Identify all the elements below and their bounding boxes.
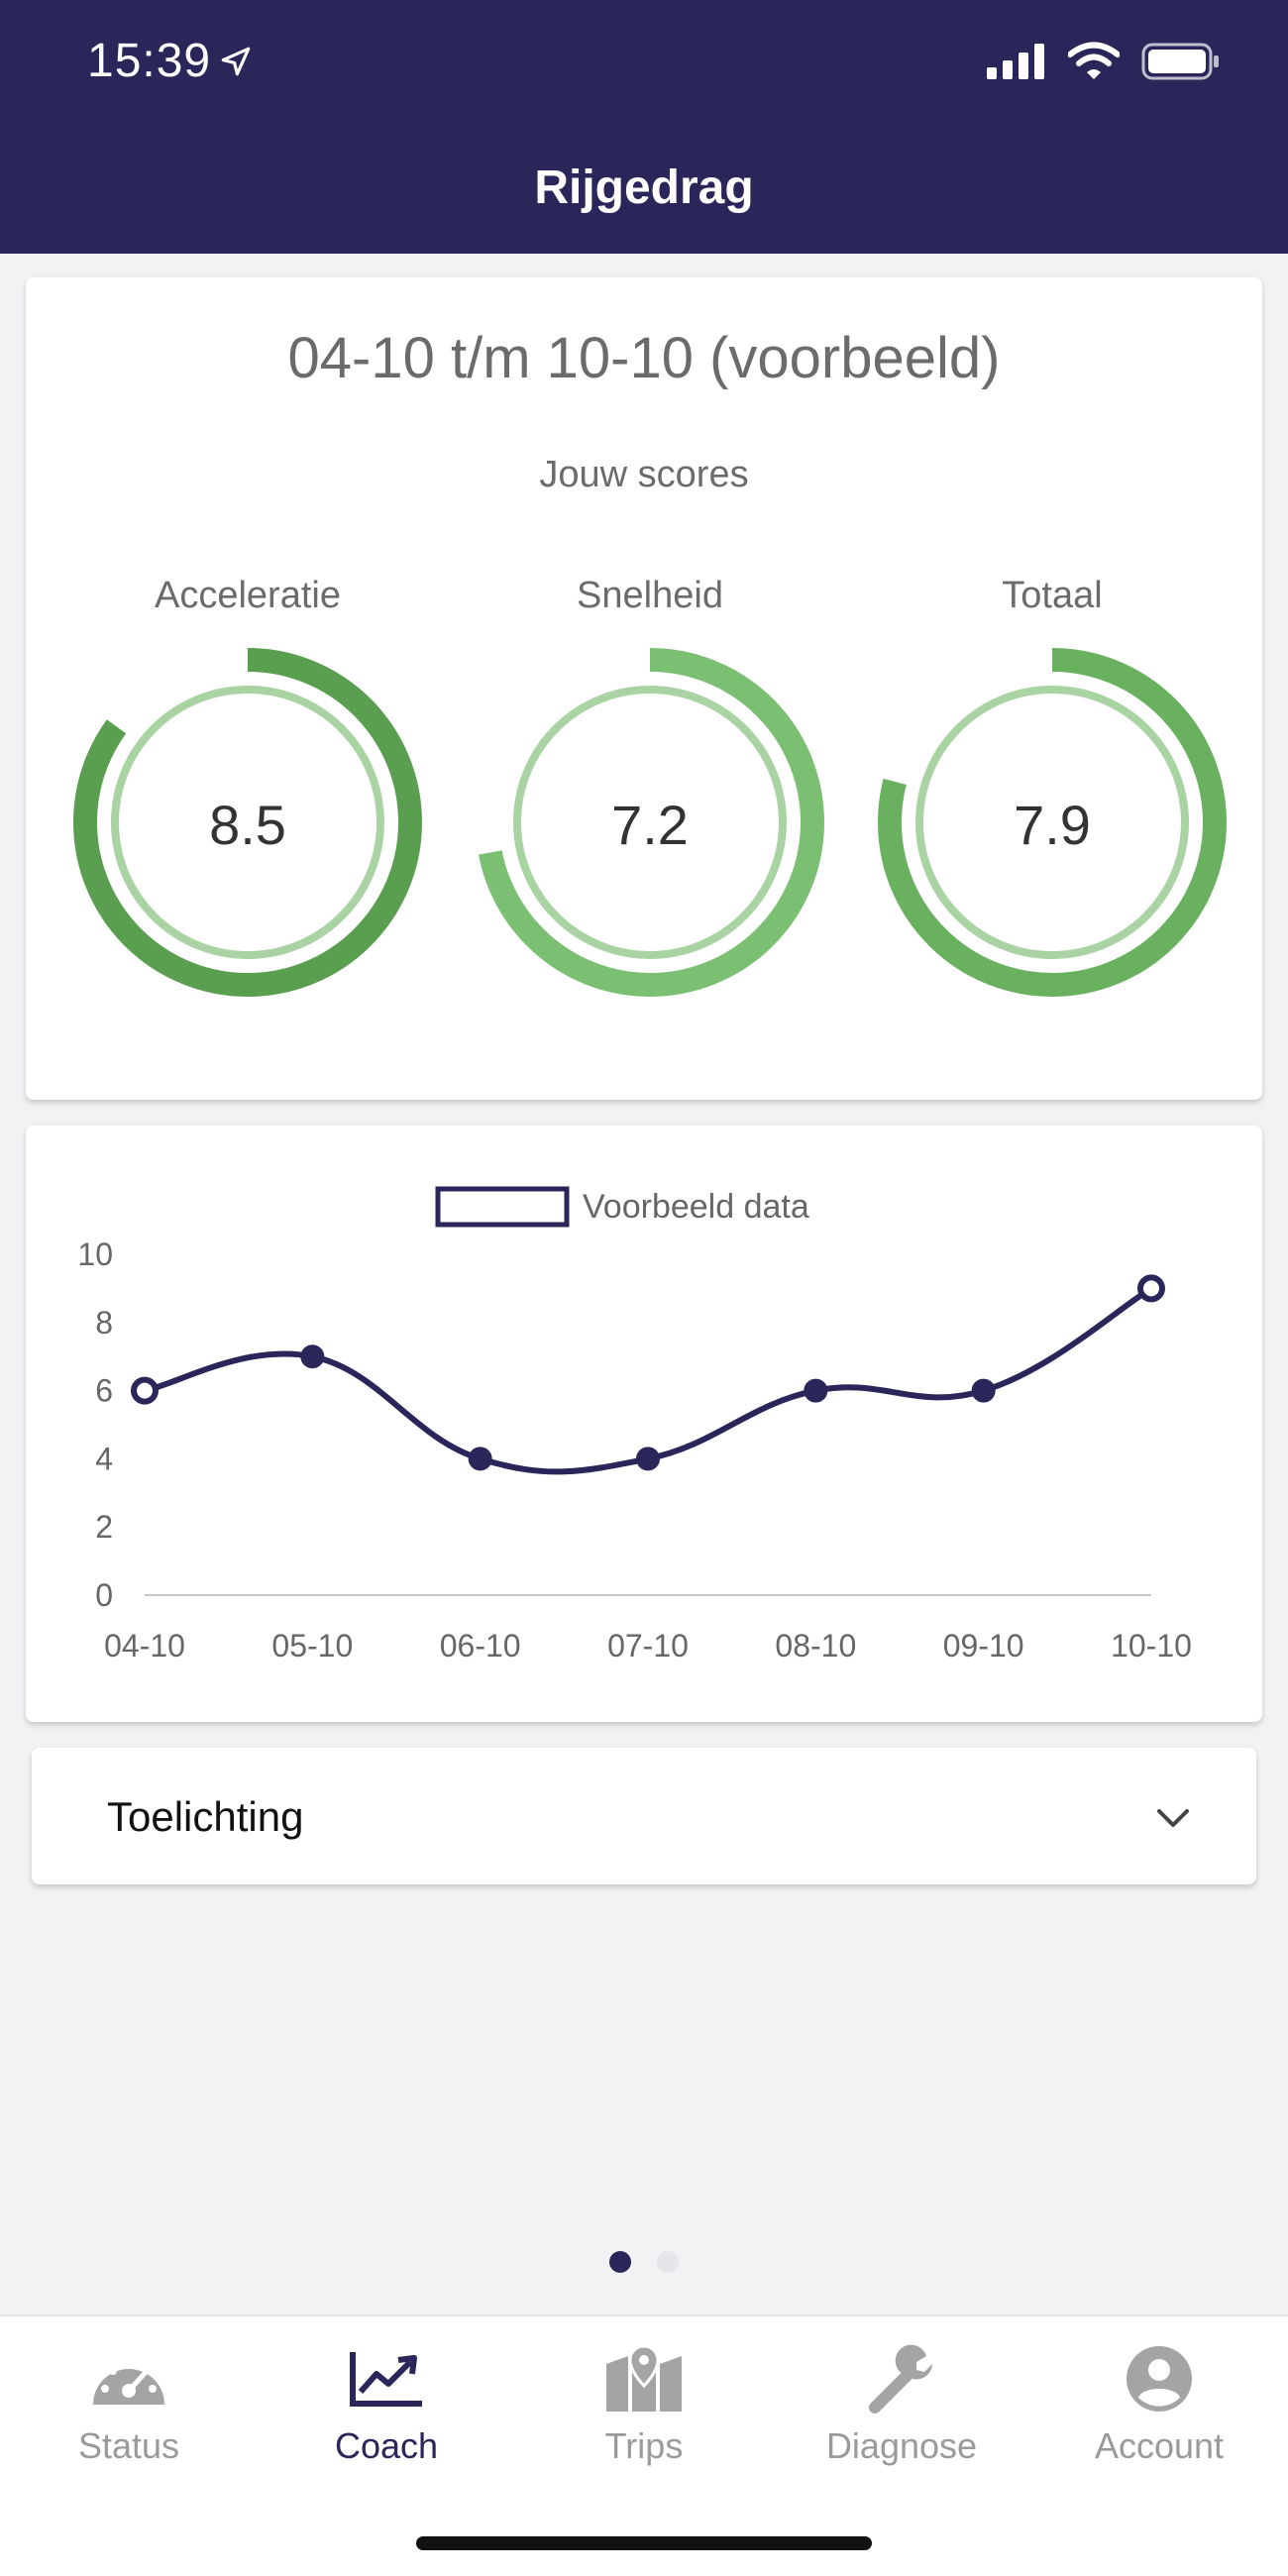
legend-swatch	[435, 1186, 570, 1228]
score-gauge	[476, 648, 824, 997]
score-value: 7.2	[611, 794, 689, 856]
nav-item-trips[interactable]: Trips	[515, 2342, 773, 2481]
status-bar-icons	[987, 42, 1221, 81]
page-indicator	[0, 2251, 1288, 2273]
nav-item-account[interactable]: Account	[1030, 2342, 1288, 2481]
data-point[interactable]	[804, 1378, 828, 1403]
wrench-icon	[869, 2344, 932, 2414]
page-title: Rijgedrag	[534, 161, 754, 214]
series-line	[144, 1285, 1153, 1475]
period-title: 04-10 t/m 10-10 (voorbeeld)	[287, 326, 1001, 390]
chevron-down-icon	[1157, 1809, 1189, 1827]
score-arc	[476, 648, 824, 997]
y-tick-label: 4	[95, 1441, 113, 1476]
inner-ring	[915, 686, 1189, 959]
nav-label: Diagnose	[825, 2425, 978, 2466]
y-tick-label: 8	[95, 1305, 113, 1341]
map-pin-icon	[606, 2344, 682, 2412]
status-bar-time: 15:39	[87, 34, 253, 88]
score-value: 7.9	[1014, 794, 1091, 856]
battery-icon	[1141, 43, 1219, 80]
score-acceleratie: Acceleratie 8.5	[59, 575, 436, 1011]
nav-item-coach[interactable]: Coach	[258, 2342, 515, 2481]
wifi-icon	[1068, 42, 1120, 79]
y-tick-label: 0	[95, 1577, 113, 1613]
nav-label: Coach	[334, 2425, 439, 2466]
chart-legend: Voorbeeld data	[435, 1186, 809, 1228]
data-point[interactable]	[1137, 1274, 1165, 1303]
data-point[interactable]	[131, 1376, 159, 1405]
account-icon	[1127, 2346, 1192, 2412]
nav-item-diagnose[interactable]: Diagnose	[773, 2342, 1030, 2481]
app-header: 15:39 Rijgedrag	[0, 0, 1288, 254]
score-label: Snelheid	[577, 575, 723, 616]
cellular-signal-icon	[987, 44, 1044, 79]
x-tick-label: 04-10	[104, 1628, 185, 1664]
nav-item-status[interactable]: Status	[0, 2342, 258, 2481]
score-arc	[73, 648, 422, 997]
data-point[interactable]	[468, 1447, 492, 1471]
x-tick-label: 07-10	[607, 1628, 689, 1664]
data-point[interactable]	[636, 1447, 660, 1471]
bottom-navigation: Status Coach Trips	[0, 2314, 1288, 2576]
speedometer-icon	[93, 2359, 164, 2405]
clock-text: 15:39	[87, 35, 212, 87]
scores-subtitle: Jouw scores	[539, 454, 749, 495]
nav-label: Account	[1094, 2425, 1225, 2466]
accordion-label: Toelichting	[107, 1793, 304, 1840]
score-label: Acceleratie	[155, 575, 341, 616]
x-tick-label: 08-10	[775, 1628, 856, 1664]
score-label: Totaal	[1002, 575, 1103, 616]
x-tick-label: 05-10	[271, 1628, 353, 1664]
data-point[interactable]	[971, 1378, 996, 1403]
score-gauge	[73, 648, 422, 997]
y-tick-label: 2	[95, 1509, 113, 1545]
y-tick-label: 6	[95, 1373, 113, 1409]
score-arc	[878, 648, 1227, 997]
x-tick-label: 10-10	[1111, 1628, 1192, 1664]
score-gauge	[878, 648, 1227, 997]
location-arrow-icon	[221, 47, 251, 75]
home-indicator	[416, 2536, 872, 2550]
x-tick-label: 06-10	[440, 1628, 521, 1664]
trend-chart-icon	[350, 2352, 422, 2407]
inner-ring	[111, 686, 384, 959]
legend-label: Voorbeeld data	[583, 1188, 809, 1226]
page-dot[interactable]	[657, 2251, 679, 2273]
page-dot-active[interactable]	[609, 2251, 631, 2273]
toelichting-accordion[interactable]: Toelichting	[32, 1748, 1256, 1884]
nav-label: Status	[77, 2425, 180, 2466]
inner-ring	[513, 686, 787, 959]
chart-card: Voorbeeld data 0 2 4 6 8 10 04-10 05-10 06-10 07-1…	[26, 1126, 1262, 1722]
x-tick-label: 09-10	[943, 1628, 1024, 1664]
nav-label: Trips	[604, 2425, 684, 2466]
line-chart: Voorbeeld data 0 2 4 6 8 10 04-10 05-10 06-10 07-1…	[77, 1186, 1192, 1664]
score-snelheid: Snelheid 7.2	[462, 575, 838, 1011]
data-point[interactable]	[300, 1344, 325, 1369]
score-totaal: Totaal 7.9	[864, 575, 1240, 1011]
score-value: 8.5	[209, 794, 286, 856]
y-tick-label: 10	[77, 1236, 113, 1272]
scores-card: 04-10 t/m 10-10 (voorbeeld) Jouw scores …	[26, 277, 1262, 1100]
